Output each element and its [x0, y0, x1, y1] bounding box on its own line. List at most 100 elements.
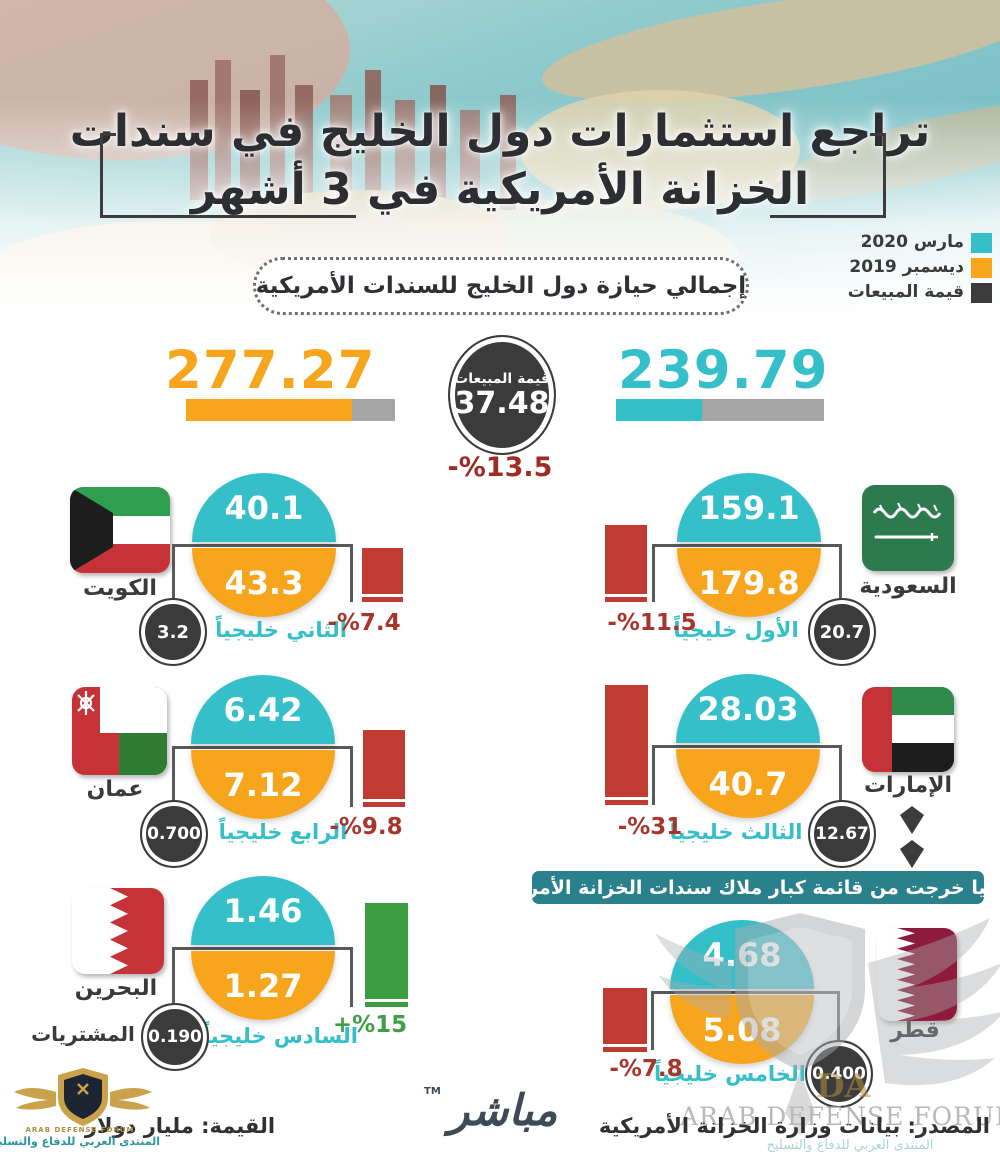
connector-line: [350, 544, 353, 602]
uae-global-exit-banner: عالميا خرجت من قائمة كبار ملاك سندات الخ…: [490, 871, 1000, 904]
sales-badge-oman: 0.700: [140, 800, 208, 868]
total-mar-2020: 239.79: [618, 340, 829, 401]
total-sales-value: 37.48: [454, 385, 550, 421]
connector-line: [839, 745, 842, 801]
pct-change-bahrain: +%15: [332, 1012, 408, 1038]
qatar-flag-icon: [877, 928, 957, 1021]
sales-badge-uae: 12.67: [808, 800, 876, 868]
connector-line: [172, 947, 353, 950]
connector-line: [651, 991, 840, 994]
country-name-saudi: السعودية: [859, 574, 957, 599]
trademark-symbol: TM: [424, 1086, 441, 1097]
december-value: 40.7: [676, 749, 820, 818]
march-value: 40.1: [192, 473, 336, 542]
holdings-circle-kuwait: 40.1 43.3: [192, 473, 336, 617]
value-unit-note: القيمة: مليار دولار: [84, 1114, 276, 1138]
mubasher-logo-text: مباشر: [448, 1086, 558, 1136]
saudi-arabia-flag-icon: [862, 485, 954, 571]
bahrain-flag-icon: [72, 888, 164, 974]
country-name-bahrain: البحرين: [74, 976, 158, 1001]
purchases-label: المشتريات: [31, 1022, 135, 1046]
connector-line: [350, 947, 353, 1007]
march-value: 6.42: [191, 675, 335, 744]
sales-bar-saudi: [605, 525, 647, 602]
sales-bar-bahrain: [365, 903, 408, 1007]
total-bar-dec-fill: [186, 399, 352, 421]
legend-swatch-sales: [971, 283, 992, 303]
sales-badge-saudi: 20.7: [808, 598, 876, 666]
sales-badge-bahrain: 0.190: [141, 1003, 209, 1071]
holdings-circle-qatar: 4.68 5.08: [670, 920, 814, 1064]
march-value: 4.68: [670, 920, 814, 989]
connector-line: [652, 745, 842, 748]
connector-line: [837, 991, 840, 1041]
march-value: 28.03: [676, 674, 820, 743]
title-frame-bottom-left: [100, 215, 356, 218]
title-frame-tick-left: [100, 133, 116, 136]
title-line-2: الخزانة الأمريكية في 3 أشهر: [190, 164, 810, 215]
sales-bar-qatar: [603, 988, 647, 1052]
connector-line: [172, 544, 175, 600]
title-frame-right: [883, 133, 886, 218]
march-value: 1.46: [191, 876, 335, 945]
double-down-arrow-icon: [898, 806, 926, 868]
title-frame-bottom-right: [770, 215, 886, 218]
legend-label-december: ديسمبر 2019: [849, 257, 964, 277]
forum-logo: [8, 1064, 158, 1130]
pct-change-uae: -%31: [617, 814, 683, 840]
holdings-circle-bahrain: 1.46 1.27: [191, 876, 335, 1020]
connector-line: [172, 746, 175, 801]
pct-change-saudi: -%11.5: [607, 610, 697, 636]
december-value: 179.8: [677, 548, 821, 617]
rank-label-oman: الرابع خليجياً: [218, 820, 348, 844]
total-sales-pct: -%13.5: [447, 452, 553, 483]
watermark-forum-arabic-faint: المنتدى العربي للدفاع والتسليح: [766, 1138, 934, 1153]
country-name-uae: الإمارات: [863, 773, 953, 798]
subtitle-pill: إجمالي حيازة دول الخليج للسندات الأمريكي…: [253, 257, 749, 315]
december-value: 7.12: [191, 750, 335, 819]
connector-line: [172, 947, 175, 1003]
source-note: المصدر: بيانات وزارة الخزانة الأمريكية: [598, 1114, 990, 1138]
connector-line: [652, 544, 655, 602]
uae-flag-icon: [862, 687, 954, 772]
pct-change-qatar: -%7.8: [609, 1056, 683, 1082]
sales-bar-oman: [363, 730, 405, 807]
sales-badge-qatar: 0.400: [805, 1040, 873, 1108]
title-line-1: تراجع استثمارات دول الخليج في سندات: [69, 106, 931, 157]
legend-label-march: مارس 2020: [860, 232, 964, 252]
title-frame-tick-right: [870, 133, 886, 136]
holdings-circle-oman: 6.42 7.12: [191, 675, 335, 819]
rank-label-saudi: الأول خليجياً: [673, 618, 799, 642]
legend-swatch-march: [971, 233, 992, 253]
connector-line: [350, 746, 353, 807]
rank-label-bahrain: السادس خليجياً: [202, 1024, 358, 1048]
connector-line: [172, 544, 353, 547]
total-bar-mar-2020: [616, 399, 824, 421]
sales-bar-uae: [605, 685, 648, 805]
total-bar-mar-fill: [616, 399, 702, 421]
title-frame-left: [100, 133, 103, 218]
holdings-circle-uae: 28.03 40.7: [676, 674, 820, 818]
country-name-qatar: قطر: [890, 1018, 940, 1043]
legend-swatch-december: [971, 258, 992, 278]
holdings-circle-saudi: 159.1 179.8: [677, 473, 821, 617]
connector-line: [839, 544, 842, 598]
oman-flag-icon: [72, 687, 167, 775]
rank-label-kuwait: الثاني خليجياً: [215, 618, 347, 642]
december-value: 43.3: [192, 548, 336, 617]
sales-bar-kuwait: [362, 548, 403, 602]
pct-change-kuwait: -%7.4: [327, 610, 401, 636]
forum-logo-en-text: ARAB DEFENSE FORUM: [25, 1126, 135, 1134]
connector-line: [172, 746, 353, 749]
legend-label-sales: قيمة المبيعات: [847, 282, 964, 302]
sales-badge-kuwait: 3.2: [139, 598, 207, 666]
kuwait-flag-icon: [70, 487, 170, 573]
pct-change-oman: -%9.8: [329, 814, 403, 840]
december-value: 1.27: [191, 951, 335, 1020]
total-dec-2019: 277.27: [165, 340, 376, 401]
country-name-oman: عمان: [86, 777, 144, 802]
rank-label-qatar: الخامس خليجياً: [654, 1062, 806, 1086]
connector-line: [652, 745, 655, 805]
total-bar-dec-2019: [186, 399, 395, 421]
